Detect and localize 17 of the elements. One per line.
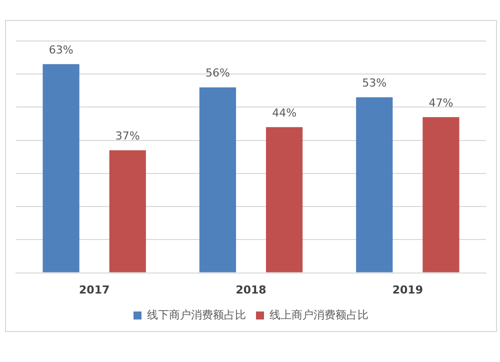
bar (42, 64, 80, 272)
data-label: 63% (48, 44, 74, 57)
bar (422, 117, 460, 272)
data-label: 47% (428, 96, 454, 110)
data-label: 44% (272, 106, 297, 120)
x-tick-label: 2018 (236, 283, 266, 296)
x-tick-label: 2019 (392, 283, 423, 296)
x-tick-label: 2017 (79, 283, 110, 296)
legend-label: 线上商户消费额占比 (270, 308, 368, 322)
data-label: 56% (205, 66, 230, 80)
data-label: 37% (115, 130, 140, 143)
legend-label: 线下商户消费额占比 (147, 308, 246, 322)
data-label: 53% (362, 76, 387, 90)
bar (109, 150, 146, 272)
bar (266, 127, 303, 272)
bar (356, 97, 393, 272)
bar (199, 87, 236, 272)
